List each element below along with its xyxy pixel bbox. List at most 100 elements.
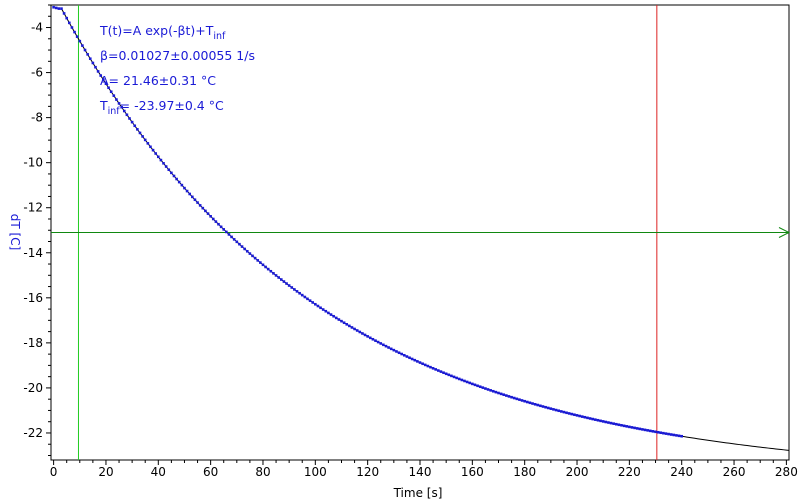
data-point [426,364,430,368]
annotation-line: T(t)=A exp(-βt)+Tinf [99,23,226,42]
data-point [355,329,359,332]
data-point [549,407,553,410]
data-point [151,148,155,152]
data-point [622,424,626,428]
data-point [531,402,534,405]
data-point [75,35,79,38]
y-axis: -22 -20 -18 -16 -14 -12 -10 -8 -6 -4 [23,4,51,456]
data-point [240,245,244,248]
y-tick-label: -22 [23,426,43,440]
data-point [248,252,252,255]
data-point [594,418,597,421]
x-tick-label: 80 [255,465,270,479]
x-tick-label: 260 [723,465,746,479]
data-point [70,26,74,29]
data-point [107,86,110,90]
data-point [348,324,351,328]
data-point [112,94,116,97]
data-point [198,204,202,207]
data-point [408,356,411,360]
data-point [214,220,218,223]
x-tick-label: 0 [50,465,58,479]
data-point [164,165,168,168]
data-point [83,48,87,52]
data-point [512,396,516,400]
data-point [180,183,184,187]
x-tick-label: 40 [151,465,166,479]
data-point [489,389,492,392]
data-point [361,332,364,335]
data-point [68,21,71,25]
data-point [588,417,592,420]
data-point [340,319,343,323]
data-point [368,336,372,340]
data-point [523,399,526,403]
data-point [628,425,631,429]
data-point [206,212,210,215]
y-tick-label: -12 [23,201,43,215]
data-point [334,316,338,320]
data-point [457,377,461,381]
data-point [81,44,84,47]
data-point [638,427,642,431]
data-point [499,392,503,396]
data-point [149,145,152,149]
data-point [102,78,105,81]
data-point [204,209,207,213]
data-point [57,7,61,10]
data-point [274,274,278,277]
data-point [60,7,63,10]
y-tick-label: -14 [23,246,43,260]
data-point [366,335,369,338]
data-point [146,142,150,145]
data-point [314,302,317,306]
data-point [337,318,341,321]
data-point [185,189,189,193]
data-point [395,350,398,353]
y-tick-label: -18 [23,336,43,350]
data-point [295,290,299,293]
data-point [505,394,508,397]
data-point [272,272,275,275]
x-tick-label: 240 [670,465,693,479]
data-point [253,256,257,260]
reference-lines [51,5,791,460]
x-tick-label: 100 [304,465,327,479]
data-point [303,295,307,299]
data-point [460,378,464,382]
data-point [444,372,448,376]
data-point [293,288,296,291]
data-point [306,297,309,301]
data-point [539,404,542,408]
data-point [115,98,118,101]
data-point [358,330,362,334]
data-point [651,430,655,433]
data-point [392,348,396,352]
data-point [264,265,267,269]
data-point [672,433,676,437]
data-point [125,113,129,117]
data-point [143,138,147,142]
data-point [541,405,545,408]
data-point [620,423,623,427]
data-points-layer [52,5,683,438]
data-point [664,432,668,435]
data-point [259,261,262,264]
x-tick-label: 60 [203,465,218,479]
data-point [99,74,103,77]
data-point [300,293,304,297]
data-point [554,408,558,412]
data-point [175,177,178,181]
data-point [311,301,314,304]
data-point [416,360,419,363]
data-point [654,430,657,434]
data-point [201,206,205,210]
data-point [170,171,173,175]
data-point [154,152,157,155]
data-point [157,155,160,159]
data-point [269,269,273,273]
data-point [109,90,113,94]
data-point [316,304,320,308]
y-axis-label: dT [C] [8,214,22,251]
data-point [384,344,388,348]
